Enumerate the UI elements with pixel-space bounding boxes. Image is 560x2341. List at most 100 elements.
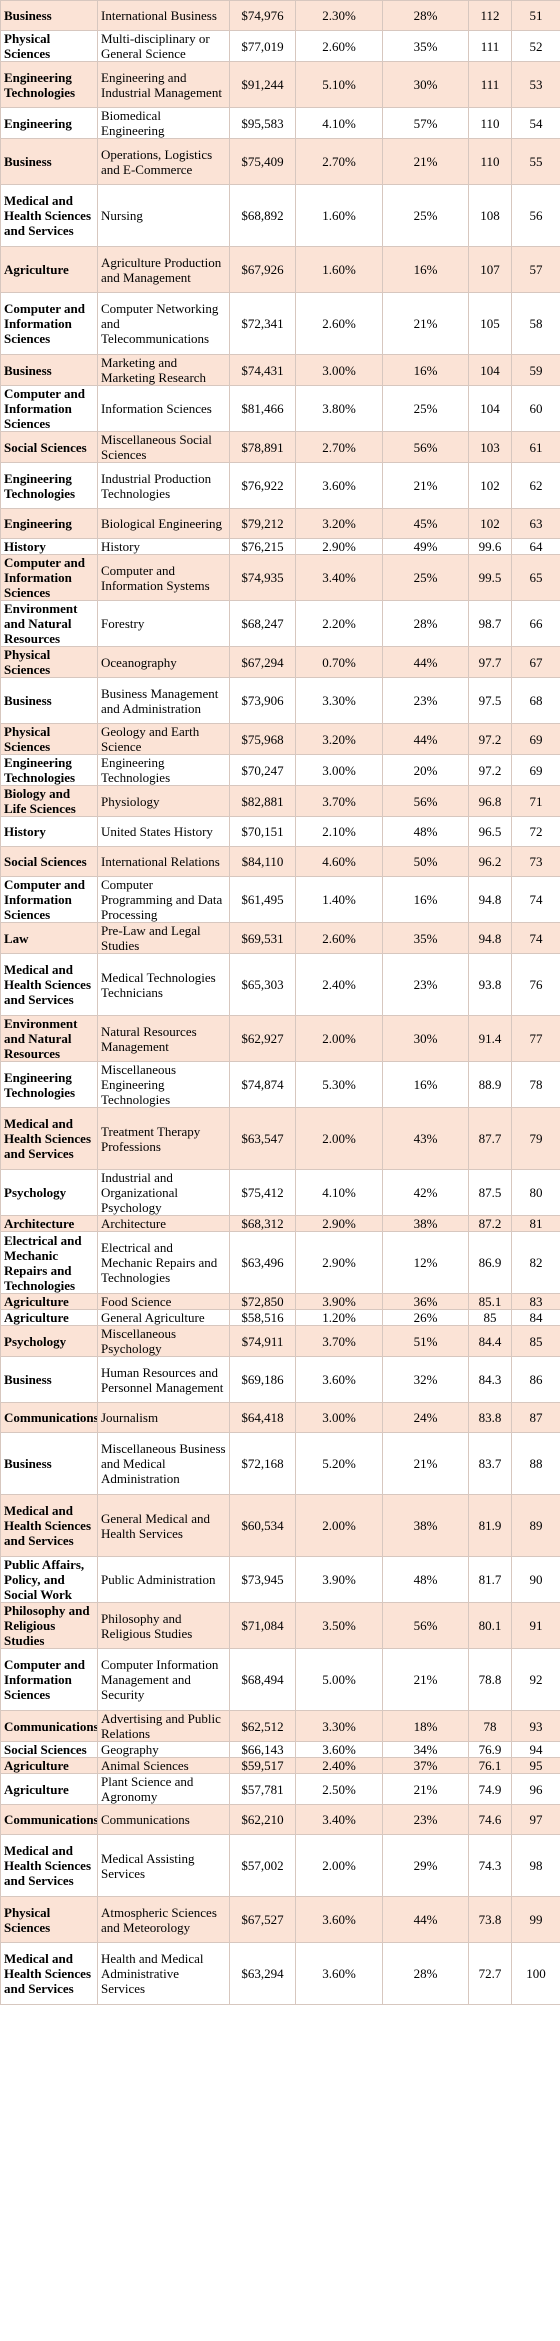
score-cell: 76.9 <box>468 1741 512 1758</box>
rank-cell: 81 <box>511 1215 560 1232</box>
major-cell: Computer Programming and Data Processing <box>97 876 230 923</box>
score-cell: 110 <box>468 107 512 139</box>
women-share-cell: 51% <box>382 1325 469 1357</box>
category-cell: Environment and Natural Resources <box>0 600 98 647</box>
table-row: Public Affairs, Policy, and Social Work P… <box>0 1556 560 1603</box>
major-cell: Architecture <box>97 1215 230 1232</box>
table-row: Agriculture Animal Sciences $59,517 2.40% 37… <box>0 1757 560 1774</box>
unemployment-cell: 2.90% <box>295 1231 383 1294</box>
unemployment-cell: 2.60% <box>295 922 383 954</box>
category-cell: Communications <box>0 1804 98 1835</box>
table-row: Computer and Information Sciences Informa… <box>0 385 560 432</box>
major-cell: Health and Medical Administrative Servic… <box>97 1942 230 2005</box>
table-row: Medical and Health Sciences and Services… <box>0 1107 560 1170</box>
table-row: Social Sciences Miscellaneous Social Scie… <box>0 431 560 463</box>
salary-cell: $61,495 <box>229 876 296 923</box>
category-cell: Psychology <box>0 1169 98 1216</box>
unemployment-cell: 2.10% <box>295 816 383 847</box>
category-cell: Agriculture <box>0 1773 98 1805</box>
category-cell: Physical Sciences <box>0 646 98 678</box>
salary-cell: $73,945 <box>229 1556 296 1603</box>
major-cell: Communications <box>97 1804 230 1835</box>
women-share-cell: 28% <box>382 1942 469 2005</box>
score-cell: 96.5 <box>468 816 512 847</box>
rank-cell: 63 <box>511 508 560 539</box>
unemployment-cell: 3.60% <box>295 1741 383 1758</box>
women-share-cell: 35% <box>382 30 469 62</box>
salary-cell: $74,911 <box>229 1325 296 1357</box>
category-cell: Engineering <box>0 508 98 539</box>
score-cell: 74.9 <box>468 1773 512 1805</box>
table-row: Agriculture Food Science $72,850 3.90% 36% 85… <box>0 1293 560 1310</box>
unemployment-cell: 2.50% <box>295 1773 383 1805</box>
rank-cell: 61 <box>511 431 560 463</box>
rank-cell: 69 <box>511 754 560 786</box>
salary-cell: $65,303 <box>229 953 296 1016</box>
category-cell: Medical and Health Sciences and Services <box>0 953 98 1016</box>
table-row: Social Sciences International Relations $8… <box>0 846 560 877</box>
unemployment-cell: 3.90% <box>295 1556 383 1603</box>
rank-cell: 89 <box>511 1494 560 1557</box>
score-cell: 85 <box>468 1309 512 1326</box>
category-cell: Engineering Technologies <box>0 754 98 786</box>
rank-cell: 93 <box>511 1710 560 1742</box>
category-cell: Agriculture <box>0 246 98 293</box>
rank-cell: 90 <box>511 1556 560 1603</box>
salary-cell: $68,892 <box>229 184 296 247</box>
major-cell: Natural Resources Management <box>97 1015 230 1062</box>
unemployment-cell: 0.70% <box>295 646 383 678</box>
major-cell: Philosophy and Religious Studies <box>97 1602 230 1649</box>
rank-cell: 92 <box>511 1648 560 1711</box>
table-row: History United States History $70,151 2.10%… <box>0 816 560 847</box>
salary-cell: $69,531 <box>229 922 296 954</box>
major-cell: General Medical and Health Services <box>97 1494 230 1557</box>
score-cell: 105 <box>468 292 512 355</box>
women-share-cell: 38% <box>382 1215 469 1232</box>
table-row: Physical Sciences Geology and Earth Scien… <box>0 723 560 755</box>
unemployment-cell: 2.40% <box>295 1757 383 1774</box>
rank-cell: 77 <box>511 1015 560 1062</box>
major-cell: Miscellaneous Engineering Technologies <box>97 1061 230 1108</box>
women-share-cell: 16% <box>382 246 469 293</box>
category-cell: Medical and Health Sciences and Services <box>0 1942 98 2005</box>
women-share-cell: 38% <box>382 1494 469 1557</box>
unemployment-cell: 2.70% <box>295 431 383 463</box>
table-row: Electrical and Mechanic Repairs and Tech… <box>0 1231 560 1294</box>
category-cell: Engineering Technologies <box>0 462 98 509</box>
table-row: Medical and Health Sciences and Services… <box>0 1942 560 2005</box>
score-cell: 91.4 <box>468 1015 512 1062</box>
category-cell: Philosophy and Religious Studies <box>0 1602 98 1649</box>
table-row: Business Operations, Logistics and E-Comm… <box>0 138 560 185</box>
women-share-cell: 43% <box>382 1107 469 1170</box>
women-share-cell: 29% <box>382 1834 469 1897</box>
women-share-cell: 25% <box>382 554 469 601</box>
unemployment-cell: 1.60% <box>295 246 383 293</box>
salary-cell: $67,294 <box>229 646 296 678</box>
unemployment-cell: 2.90% <box>295 1215 383 1232</box>
major-cell: Electrical and Mechanic Repairs and Tech… <box>97 1231 230 1294</box>
category-cell: History <box>0 538 98 555</box>
unemployment-cell: 2.60% <box>295 30 383 62</box>
score-cell: 104 <box>468 354 512 386</box>
major-cell: Engineering and Industrial Management <box>97 61 230 108</box>
major-cell: Miscellaneous Psychology <box>97 1325 230 1357</box>
table-row: Business Business Management and Administ… <box>0 677 560 724</box>
women-share-cell: 16% <box>382 1061 469 1108</box>
major-cell: Food Science <box>97 1293 230 1310</box>
table-row: Environment and Natural Resources Forestr… <box>0 600 560 647</box>
major-cell: Advertising and Public Relations <box>97 1710 230 1742</box>
major-cell: History <box>97 538 230 555</box>
major-cell: Biomedical Engineering <box>97 107 230 139</box>
score-cell: 110 <box>468 138 512 185</box>
women-share-cell: 32% <box>382 1356 469 1403</box>
women-share-cell: 12% <box>382 1231 469 1294</box>
rank-cell: 58 <box>511 292 560 355</box>
major-cell: Agriculture Production and Management <box>97 246 230 293</box>
score-cell: 102 <box>468 508 512 539</box>
salary-cell: $60,534 <box>229 1494 296 1557</box>
table-row: Engineering Technologies Engineering and … <box>0 61 560 108</box>
major-cell: Public Administration <box>97 1556 230 1603</box>
rank-cell: 98 <box>511 1834 560 1897</box>
unemployment-cell: 1.20% <box>295 1309 383 1326</box>
score-cell: 111 <box>468 61 512 108</box>
